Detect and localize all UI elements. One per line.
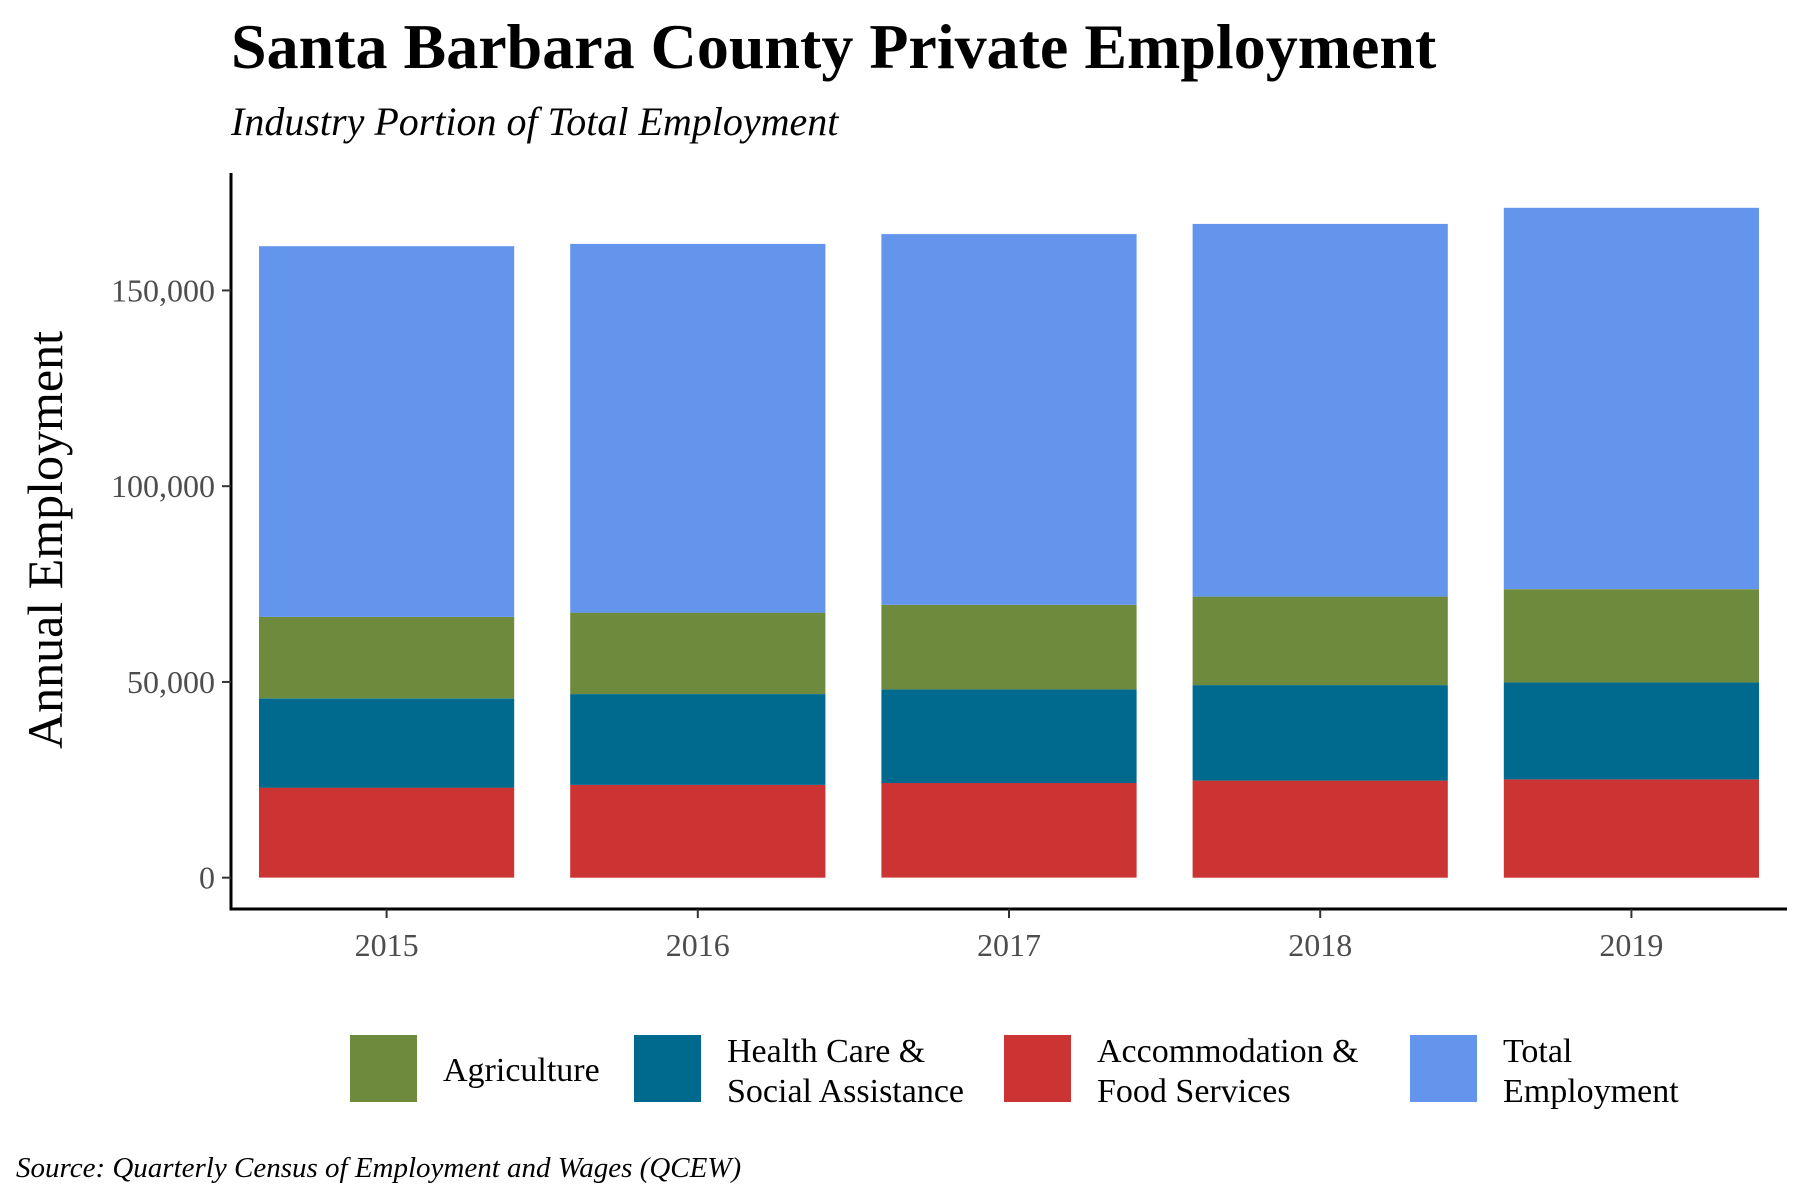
x-tick-label: 2018 [1288, 927, 1352, 963]
legend-label: Health Care & Social Assistance [727, 1033, 964, 1110]
bar-health-care-social-assistance-2016 [570, 694, 826, 785]
bar-total-employment-2017 [881, 234, 1137, 605]
y-tick-label: 150,000 [111, 272, 215, 308]
legend-label-line: Total [1503, 1033, 1572, 1070]
y-tick-label: 100,000 [111, 468, 215, 504]
y-ticks-group: 0 50,000 100,000 150,000 [111, 272, 231, 896]
legend-key [1410, 1035, 1477, 1102]
y-tick-label: 50,000 [127, 664, 215, 700]
x-tick-label: 2017 [977, 927, 1041, 963]
bar-agriculture-2019 [1503, 589, 1759, 683]
legend-label: Accommodation & Food Services [1097, 1033, 1359, 1110]
bar-health-care-social-assistance-2015 [259, 698, 515, 788]
legend-key [634, 1035, 701, 1102]
bar-health-care-social-assistance-2019 [1503, 682, 1759, 780]
bar-total-employment-2016 [570, 243, 826, 613]
bar-agriculture-2017 [881, 604, 1137, 690]
legend-key [1004, 1035, 1071, 1102]
bar-accommodation-food-services-2015 [259, 787, 515, 878]
legend-key [350, 1035, 417, 1102]
bar-accommodation-food-services-2018 [1192, 780, 1448, 878]
legend-label-line: Social Assistance [727, 1073, 964, 1110]
y-tick-label: 0 [199, 860, 215, 896]
chart-subtitle: Industry Portion of Total Employment [230, 99, 839, 144]
bar-agriculture-2018 [1192, 596, 1448, 686]
bar-accommodation-food-services-2016 [570, 784, 826, 878]
legend-label: Agriculture [443, 1052, 600, 1089]
x-tick-label: 2019 [1599, 927, 1663, 963]
legend-label: Total Employment [1503, 1033, 1679, 1110]
bar-accommodation-food-services-2017 [881, 782, 1137, 878]
bar-health-care-social-assistance-2018 [1192, 685, 1448, 781]
bar-total-employment-2015 [259, 246, 515, 617]
bars-group [259, 207, 1759, 878]
bar-total-employment-2019 [1503, 207, 1759, 590]
legend-label-line: Food Services [1097, 1073, 1291, 1110]
chart-title: Santa Barbara County Private Employment [231, 11, 1437, 82]
bar-health-care-social-assistance-2017 [881, 689, 1137, 783]
bar-agriculture-2016 [570, 612, 826, 694]
legend-label-line: Accommodation & [1097, 1033, 1359, 1070]
y-axis-label: Annual Employment [17, 331, 73, 749]
source-caption: Source: Quarterly Census of Employment a… [16, 1152, 741, 1184]
bar-total-employment-2018 [1192, 223, 1448, 597]
bar-agriculture-2015 [259, 616, 515, 699]
legend-label-line: Employment [1503, 1073, 1679, 1110]
x-tick-label: 2015 [355, 927, 419, 963]
legend-label-line: Health Care & [727, 1033, 925, 1070]
bar-accommodation-food-services-2019 [1503, 779, 1759, 878]
x-tick-label: 2016 [666, 927, 730, 963]
x-ticks-group: 2015 2016 2017 2018 2019 [355, 909, 1663, 963]
legend: Agriculture Health Care & Social Assistanc… [350, 1033, 1679, 1110]
